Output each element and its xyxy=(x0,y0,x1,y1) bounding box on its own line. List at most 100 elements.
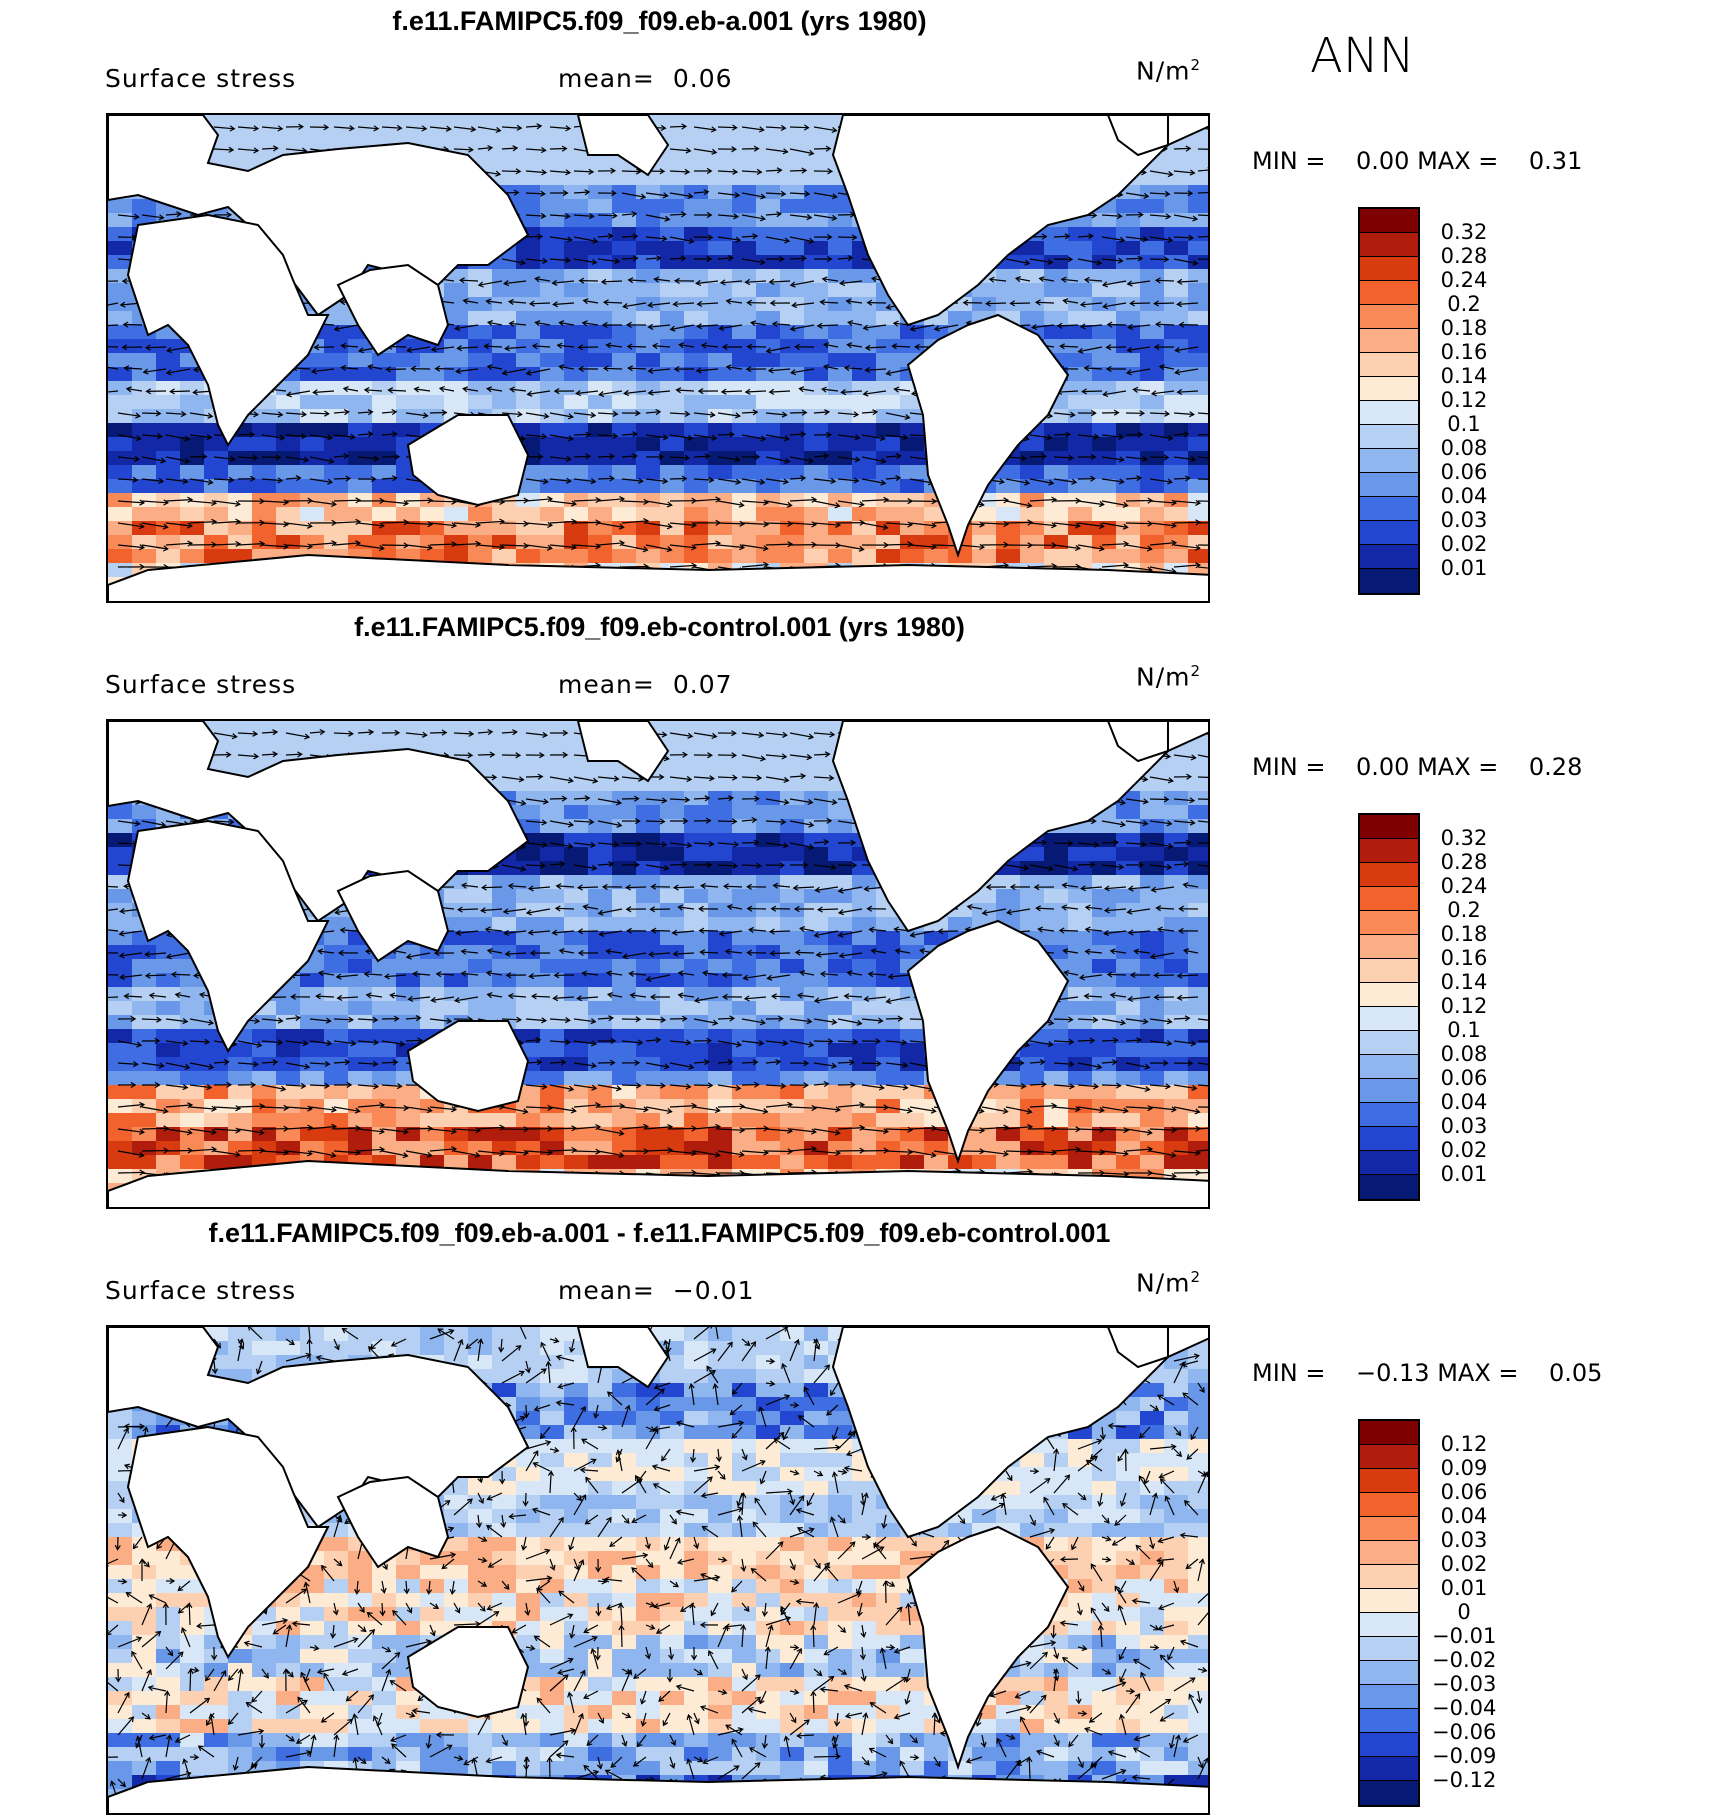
map-panel-2: f.e11.FAMIPC5.f09_f09.eb-control.001 (yr… xyxy=(0,606,1710,1212)
vector-arrowhead xyxy=(1065,431,1072,438)
stress-vector xyxy=(621,478,643,482)
vector-arrowhead xyxy=(826,431,832,438)
vector-arrowhead xyxy=(760,435,767,442)
field-cell xyxy=(1092,409,1117,424)
field-cell xyxy=(132,1043,157,1058)
vector-arrowhead xyxy=(345,475,352,482)
field-cell xyxy=(732,269,757,284)
field-cell xyxy=(1188,157,1208,172)
stress-vector xyxy=(429,411,447,414)
field-cell xyxy=(804,185,829,200)
vector-arrowhead xyxy=(1024,479,1031,486)
field-cell xyxy=(828,395,853,410)
field-cell xyxy=(1044,311,1069,326)
colorbar-swatch xyxy=(1360,473,1418,497)
field-cell xyxy=(444,381,469,396)
vector-arrowhead xyxy=(715,496,722,503)
stress-vector xyxy=(813,214,837,220)
field-cell xyxy=(156,479,181,494)
vector-arrowhead xyxy=(462,298,469,305)
stress-vector xyxy=(861,434,885,440)
field-cell xyxy=(1188,171,1208,186)
vector-arrowhead xyxy=(324,410,330,417)
stress-vector xyxy=(525,192,545,195)
stress-vector xyxy=(1101,434,1123,438)
stress-vector xyxy=(549,258,570,262)
field-cell xyxy=(228,1071,253,1086)
field-cell xyxy=(156,1057,181,1072)
field-cell xyxy=(228,749,253,764)
field-cell xyxy=(180,1043,205,1058)
field-cell xyxy=(612,889,637,904)
stress-vector xyxy=(789,148,814,155)
stress-vector xyxy=(817,324,839,327)
field-cell xyxy=(180,493,205,508)
stress-vector xyxy=(741,214,765,220)
field-cell xyxy=(252,1029,277,1044)
field-cell xyxy=(372,987,397,1002)
field-cell xyxy=(396,1029,421,1044)
stress-vector xyxy=(1084,367,1103,370)
field-cell xyxy=(540,171,565,186)
map-panel-1: f.e11.FAMIPC5.f09_f09.eb-a.001 (yrs 1980… xyxy=(0,0,1710,606)
vector-arrowhead xyxy=(1209,234,1210,239)
colorbar-tick-label: 0.14 xyxy=(1440,364,1488,388)
field-cell xyxy=(1116,199,1141,214)
field-cell xyxy=(516,143,541,158)
field-cell xyxy=(108,255,133,270)
stress-vector xyxy=(166,368,191,374)
vector-arrowhead xyxy=(590,412,597,419)
vector-arrowhead xyxy=(778,255,785,263)
field-cell xyxy=(1188,1029,1208,1044)
vector-arrowhead xyxy=(752,409,759,416)
field-cell xyxy=(636,479,661,494)
field-cell xyxy=(1116,507,1141,522)
field-cell xyxy=(516,917,541,932)
field-cell xyxy=(324,409,349,424)
field-cell xyxy=(900,1071,925,1086)
stress-vector xyxy=(885,522,912,526)
stress-vector xyxy=(693,434,717,439)
field-cell xyxy=(588,763,613,778)
stress-vector xyxy=(1197,169,1208,172)
stress-vector xyxy=(457,346,479,349)
field-cell xyxy=(684,213,709,228)
vector-arrowhead xyxy=(558,364,565,371)
stress-vector xyxy=(502,368,527,375)
vector-arrowhead xyxy=(584,189,591,196)
stress-vector xyxy=(1197,412,1208,415)
field-cell xyxy=(612,973,637,988)
field-cell xyxy=(636,395,661,410)
field-cell xyxy=(756,1085,781,1100)
field-cell xyxy=(1188,423,1208,438)
field-cell xyxy=(564,465,589,480)
vector-arrowhead xyxy=(695,279,702,287)
field-cell xyxy=(1164,255,1189,270)
field-cell xyxy=(252,115,277,130)
field-cell xyxy=(876,395,901,410)
vector-arrowhead xyxy=(1178,321,1185,328)
field-cell xyxy=(588,297,613,312)
field-cell xyxy=(732,339,757,354)
field-cell xyxy=(156,507,181,522)
vector-arrowhead xyxy=(758,126,765,133)
field-cell xyxy=(684,861,709,876)
field-cell xyxy=(372,959,397,974)
field-cell xyxy=(708,143,733,158)
panel-title: f.e11.FAMIPC5.f09_f09.eb-a.001 (yrs 1980… xyxy=(392,6,927,36)
field-cell xyxy=(900,1057,925,1072)
field-cell xyxy=(444,283,469,298)
stress-vector xyxy=(1015,277,1031,282)
vector-arrowhead xyxy=(139,499,146,506)
field-cell xyxy=(780,917,805,932)
vector-arrowhead xyxy=(537,453,544,460)
vector-arrowhead xyxy=(727,255,734,262)
field-cell xyxy=(876,521,901,536)
vector-arrowhead xyxy=(486,364,493,371)
stress-vector xyxy=(453,126,476,131)
stress-vector xyxy=(1053,433,1071,436)
stress-vector xyxy=(717,433,734,436)
field-cell xyxy=(660,171,685,186)
vector-arrowhead xyxy=(434,365,441,372)
field-cell xyxy=(756,241,781,256)
